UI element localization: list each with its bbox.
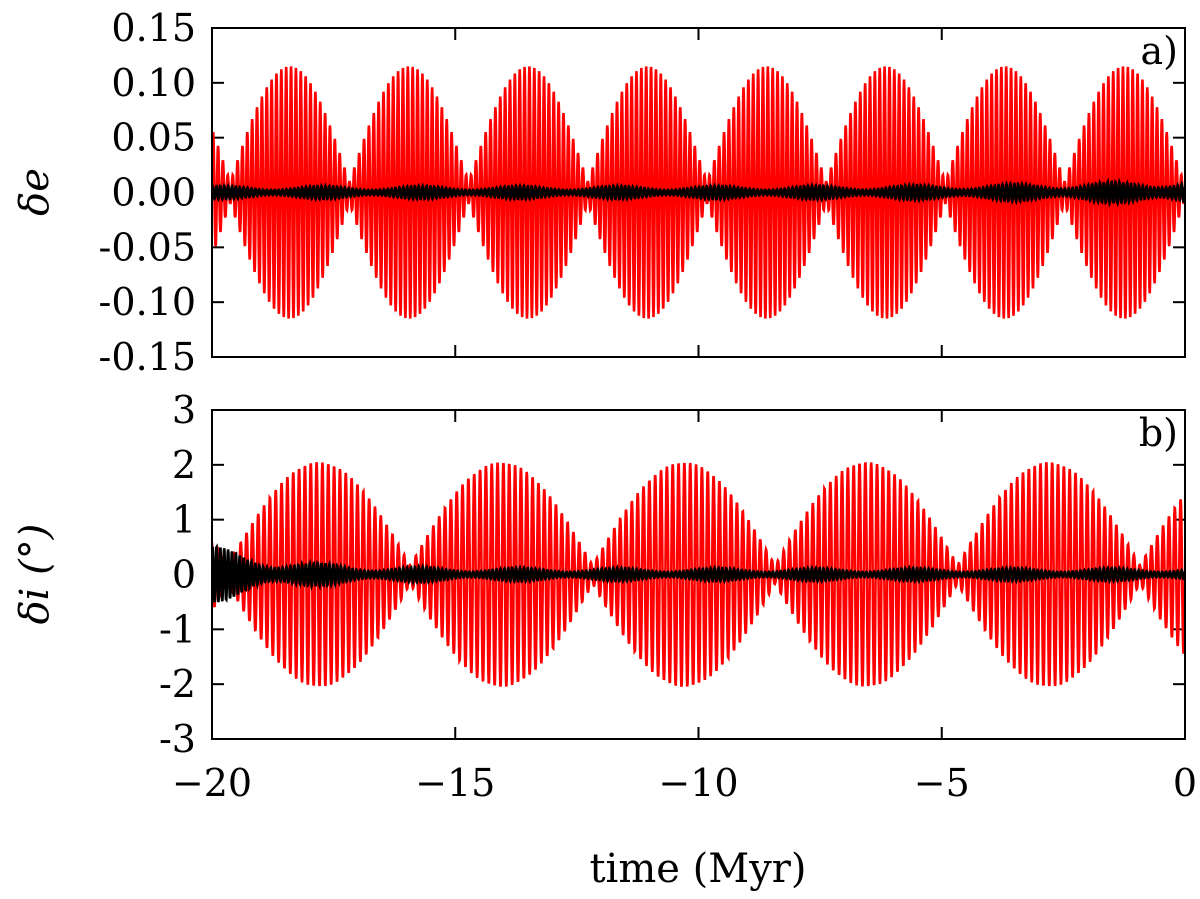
panel-b-tag: b) (1139, 411, 1178, 455)
x-tick-label: −20 (172, 761, 252, 805)
panel-b-y-tick-label: -1 (159, 607, 196, 651)
panel-a-y-tick-label: 0.05 (111, 116, 196, 160)
panel-a-y-tick-label: 0.15 (111, 6, 196, 50)
panel-a-black-series (212, 177, 1185, 208)
panel-a-tag: a) (1141, 29, 1178, 73)
panel-b-y-ticks: 3 2 1 0 -1 -2 -3 (159, 388, 1185, 761)
panel-b-x-ticks: −20 −15 −10 −5 0 (172, 410, 1197, 805)
panel-b-red-series (212, 462, 1185, 687)
panel-b-y-tick-label: 0 (172, 553, 196, 597)
panel-b-y-tick-label: -3 (159, 717, 196, 761)
panel-a-y-tick-label: 0.00 (111, 171, 196, 215)
panel-b-frame (211, 409, 1186, 740)
panel-b-y-tick-label: 3 (172, 388, 196, 432)
x-tick-label: −5 (914, 761, 970, 805)
panel-a-y-tick-label: -0.10 (99, 280, 196, 324)
panel-a-y-tick-label: -0.15 (99, 335, 196, 379)
x-tick-label: −10 (658, 761, 738, 805)
panel-a-y-tick-label: -0.05 (99, 225, 196, 269)
panel-a-y-ticks: 0.15 0.10 0.05 0.00 -0.05 -0.10 -0.15 (99, 6, 1186, 379)
panel-a-frame (211, 27, 1186, 358)
x-tick-label: 0 (1173, 761, 1197, 805)
panel-a-y-tick-label: 0.10 (111, 61, 196, 105)
panel-b: 3 2 1 0 -1 -2 -3 −20 −15 −10 −5 0 b) δi (°) time (… (12, 388, 1197, 892)
panel-b-y-tick-label: -2 (159, 662, 196, 706)
x-tick-label: −15 (415, 761, 495, 805)
x-axis-label: time (Myr) (589, 846, 806, 892)
panel-b-y-tick-label: 1 (172, 498, 196, 542)
panel-b-y-tick-label: 2 (172, 443, 196, 487)
panel-a: 0.15 0.10 0.05 0.00 -0.05 -0.10 -0.15 a) δe (12, 6, 1186, 379)
panel-a-y-label: δe (12, 168, 58, 216)
panel-b-y-label: δi (°) (12, 524, 58, 625)
panel-b-black-series (212, 543, 1185, 603)
